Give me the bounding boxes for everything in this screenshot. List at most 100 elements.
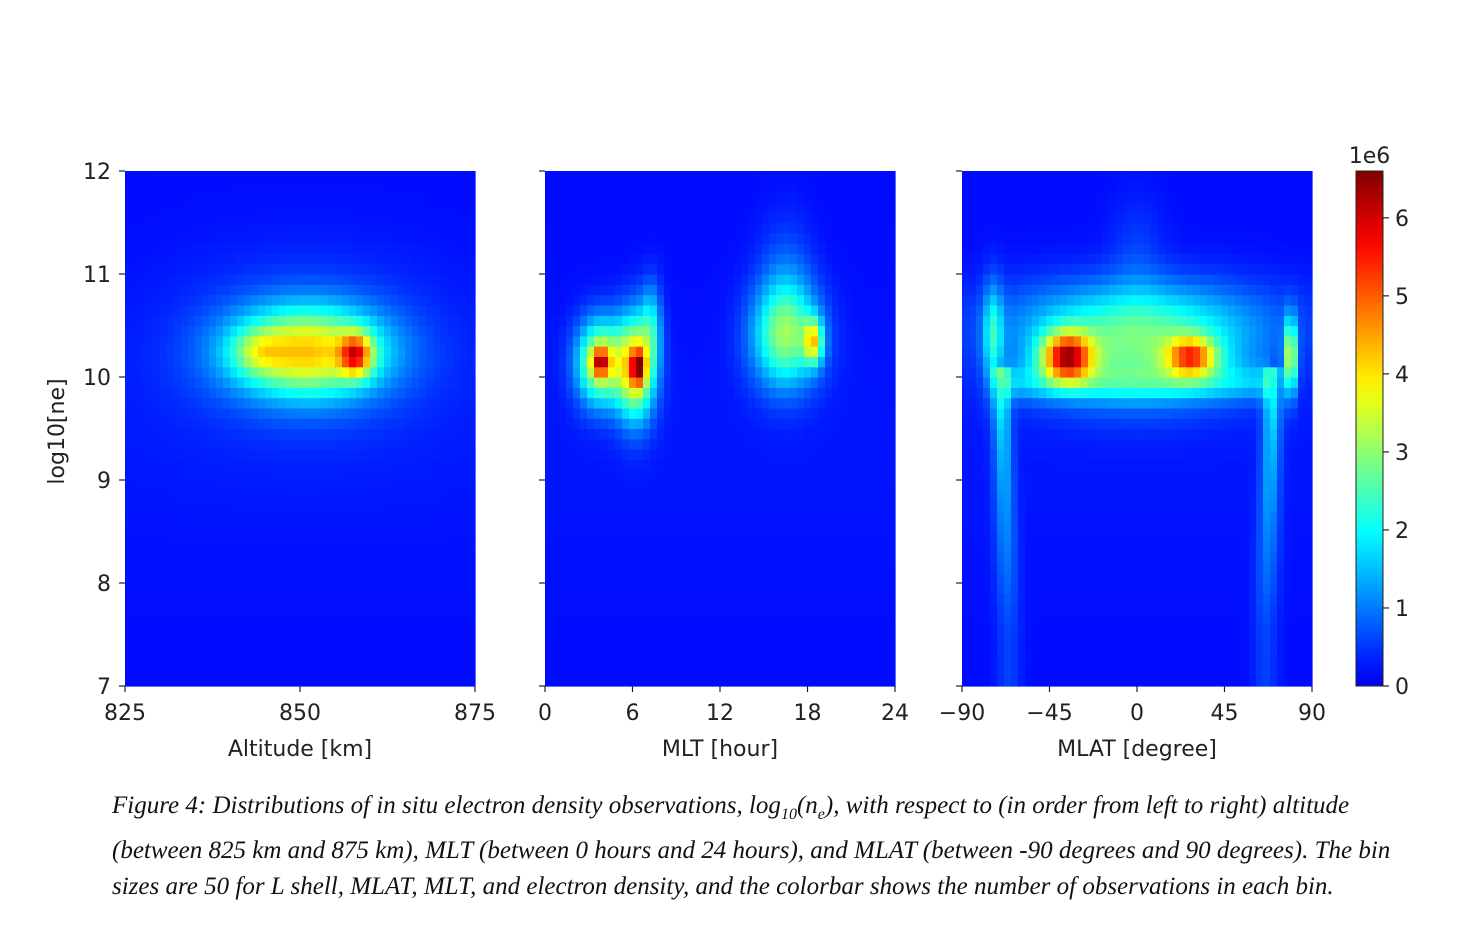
heatmap-cell	[356, 335, 364, 347]
heatmap-cell	[559, 212, 567, 224]
heatmap-cell	[559, 377, 567, 388]
heatmap-cell	[874, 593, 882, 605]
heatmap-cell	[391, 346, 399, 357]
heatmap-cell	[356, 222, 364, 234]
heatmap-cell	[573, 222, 581, 234]
heatmap-cell	[279, 644, 287, 656]
heatmap-cell	[685, 644, 693, 656]
heatmap-cell	[727, 335, 735, 347]
heatmap-cell	[272, 171, 280, 182]
heatmap-cell	[216, 201, 224, 213]
heatmap-cell	[755, 438, 763, 450]
heatmap-cell	[650, 541, 658, 553]
heatmap-cell	[230, 181, 238, 193]
heatmap-cell	[755, 243, 763, 254]
heatmap-cell	[804, 387, 812, 399]
heatmap-cell	[559, 201, 567, 213]
heatmap-cell	[356, 510, 364, 522]
heatmap-cell	[405, 346, 413, 357]
heatmap-cell	[797, 634, 805, 646]
heatmap-cell	[181, 521, 189, 533]
heatmap-cell	[265, 284, 273, 296]
heatmap-cell	[664, 325, 672, 337]
heatmap-cell	[181, 613, 189, 625]
heatmap-cell	[279, 572, 287, 584]
heatmap-cell	[657, 212, 665, 224]
heatmap-cell	[328, 294, 336, 306]
heatmap-cell	[601, 459, 609, 471]
heatmap-cell	[377, 531, 385, 543]
heatmap-cell	[664, 675, 672, 687]
heatmap-cell	[342, 624, 350, 636]
heatmap-cell	[804, 675, 812, 687]
heatmap-cell	[279, 449, 287, 460]
heatmap-cell	[328, 356, 336, 368]
heatmap-cell	[370, 428, 378, 440]
heatmap-cell	[167, 284, 175, 296]
heatmap-cell	[300, 572, 308, 584]
heatmap-cell	[657, 521, 665, 533]
heatmap-cell	[139, 191, 147, 203]
heatmap-cell	[244, 387, 252, 399]
heatmap-cell	[888, 500, 896, 512]
heatmap-cell	[216, 366, 224, 378]
heatmap-cell	[300, 243, 308, 254]
heatmap-cell	[384, 459, 392, 471]
heatmap-cell	[146, 510, 154, 522]
heatmap-cell	[846, 263, 854, 275]
heatmap-cell	[783, 655, 791, 666]
heatmap-cell	[552, 201, 560, 213]
heatmap-cell	[587, 500, 595, 512]
heatmap-cell	[307, 418, 315, 430]
heatmap-cell	[328, 459, 336, 471]
heatmap-cell	[545, 346, 553, 357]
heatmap-cell	[615, 315, 623, 327]
heatmap-cell	[734, 675, 742, 687]
heatmap-cell	[741, 212, 749, 224]
heatmap-cell	[419, 531, 427, 543]
heatmap-cells	[545, 171, 896, 687]
heatmap-cell	[223, 315, 231, 327]
heatmap-cell	[566, 284, 574, 296]
heatmap-cell	[321, 665, 329, 677]
heatmap-cell	[167, 438, 175, 450]
heatmap-cell	[587, 675, 595, 687]
heatmap-cell	[755, 346, 763, 357]
heatmap-cell	[818, 284, 826, 296]
heatmap-cell	[251, 541, 259, 553]
heatmap-cell	[447, 387, 455, 399]
heatmap-cell	[559, 665, 567, 677]
heatmap-cell	[328, 191, 336, 203]
heatmap-cell	[132, 325, 140, 337]
heatmap-cell	[363, 510, 371, 522]
heatmap-cell	[293, 531, 301, 543]
heatmap-cell	[566, 304, 574, 316]
heatmap-cell	[468, 490, 476, 502]
heatmap-cell	[713, 356, 721, 368]
heatmap-cell	[370, 243, 378, 254]
heatmap-cell	[811, 624, 819, 636]
heatmap-cell	[139, 377, 147, 388]
heatmap-cell	[699, 655, 707, 666]
heatmap-cell	[727, 284, 735, 296]
heatmap-cell	[237, 263, 245, 275]
heatmap-cell	[678, 212, 686, 224]
heatmap-cell	[601, 469, 609, 481]
heatmap-cell	[664, 500, 672, 512]
heatmap-cell	[202, 552, 210, 563]
heatmap-cell	[657, 562, 665, 574]
heatmap-cell	[363, 253, 371, 265]
heatmap-cell	[132, 593, 140, 605]
heatmap-cell	[818, 500, 826, 512]
heatmap-cell	[244, 438, 252, 450]
heatmap-cell	[601, 346, 609, 357]
heatmap-cell	[818, 541, 826, 553]
heatmap-cell	[601, 665, 609, 677]
heatmap-cell	[433, 665, 441, 677]
heatmap-cell	[573, 541, 581, 553]
heatmap-cell	[426, 212, 434, 224]
heatmap-cell	[601, 191, 609, 203]
heatmap-cell	[377, 541, 385, 553]
heatmap-cell	[216, 356, 224, 368]
heatmap-cell	[405, 201, 413, 213]
